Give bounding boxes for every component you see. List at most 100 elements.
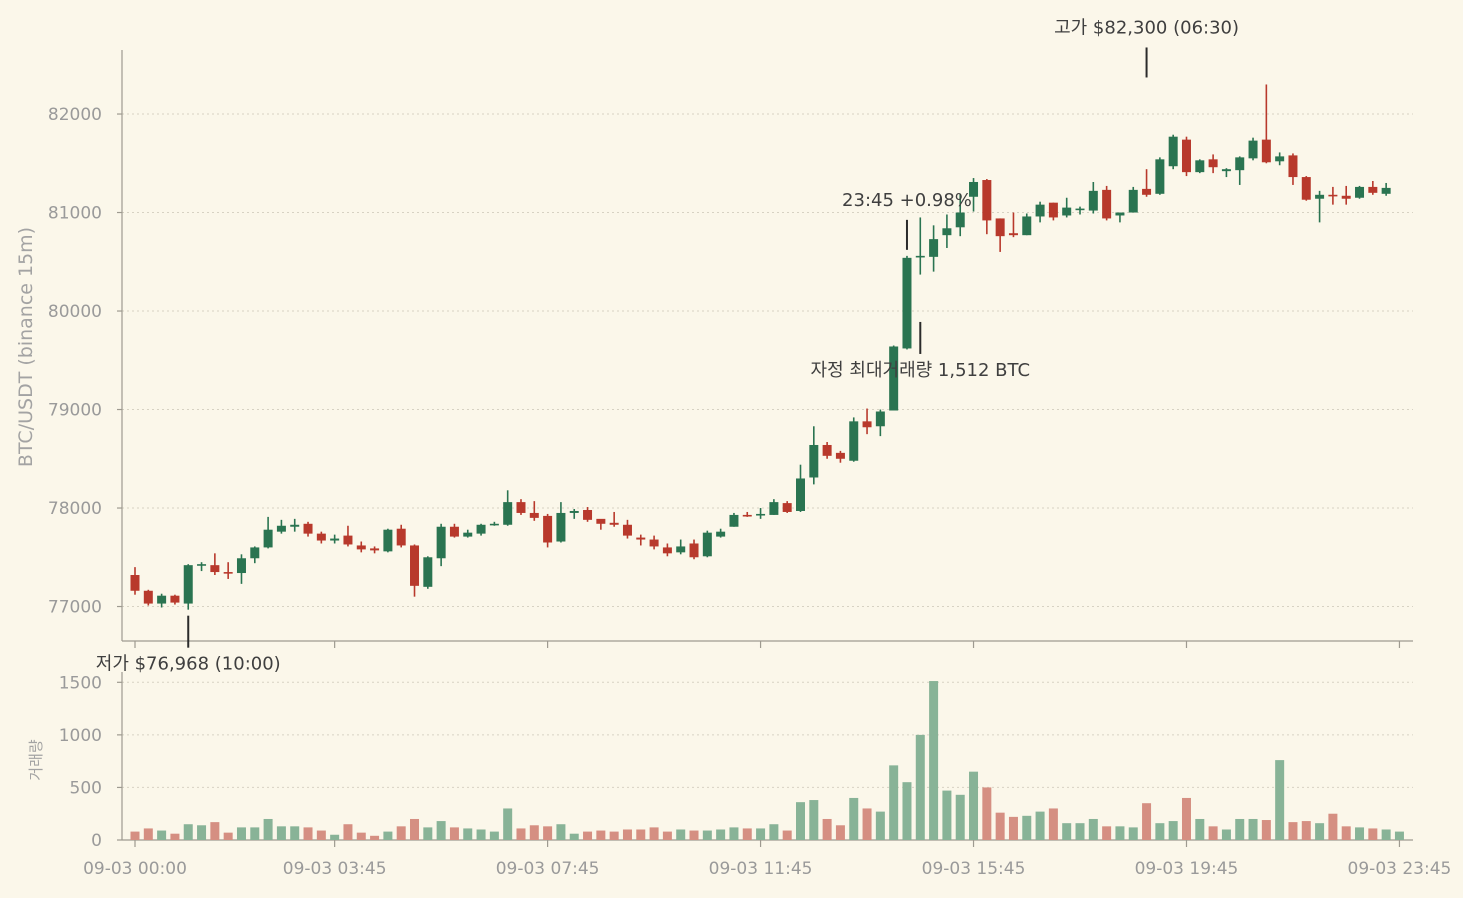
annotation: 23:45 +0.98% xyxy=(842,190,972,250)
candle xyxy=(330,534,340,544)
volume-bar xyxy=(529,825,539,840)
candle-body xyxy=(529,512,539,518)
candle xyxy=(436,523,446,567)
volume-bar xyxy=(662,831,672,840)
candle xyxy=(370,546,380,554)
candle xyxy=(303,521,313,537)
candle xyxy=(796,464,805,512)
volume-bar xyxy=(157,830,167,840)
candle xyxy=(1062,197,1072,218)
price-axis-label: BTC/USDT (binance 15m) xyxy=(15,227,37,467)
volume-bar xyxy=(236,827,246,840)
candle xyxy=(955,193,965,237)
volume-bar xyxy=(995,812,1005,840)
candle xyxy=(689,539,699,560)
candle xyxy=(1022,213,1032,236)
volume-bar xyxy=(729,827,739,840)
volume-bar xyxy=(543,826,553,840)
volume-bar xyxy=(183,824,193,840)
volume-bar xyxy=(1115,826,1125,840)
volume-bar xyxy=(1368,828,1378,840)
candle xyxy=(1288,153,1298,185)
candle xyxy=(676,539,686,555)
candle xyxy=(396,524,406,548)
candle-body xyxy=(1208,159,1218,168)
candle-body xyxy=(1062,207,1072,216)
volume-bar xyxy=(769,824,779,840)
volume-bar xyxy=(1248,818,1258,840)
annotation: 저가 $76,968 (10:00) xyxy=(96,615,281,675)
price-y-tick-label: 77000 xyxy=(48,598,102,618)
candle xyxy=(982,179,992,235)
volume-bar xyxy=(809,800,819,840)
candle xyxy=(1341,185,1351,205)
volume-bar xyxy=(383,831,393,840)
candle xyxy=(1181,136,1191,177)
volume-bar xyxy=(889,765,899,840)
price-y-tick-label: 80000 xyxy=(48,302,102,322)
volume-bar xyxy=(583,831,593,840)
volume-bar xyxy=(862,808,872,840)
candle xyxy=(622,519,632,539)
candle xyxy=(516,499,526,515)
candle xyxy=(263,516,273,549)
candle-body xyxy=(569,510,579,513)
volume-bar xyxy=(556,824,566,840)
candle xyxy=(197,562,207,572)
candle-body xyxy=(862,421,872,428)
candle xyxy=(835,450,845,463)
volume-bar xyxy=(1088,818,1098,840)
candle-body xyxy=(982,180,992,221)
candle-body xyxy=(702,532,712,557)
candle xyxy=(649,535,659,550)
volume-bar xyxy=(1168,821,1178,840)
candle-body xyxy=(1195,160,1205,173)
volume-bar xyxy=(756,828,766,840)
annotation-label: 자정 최대거래량 1,512 BTC xyxy=(811,360,1030,381)
volume-bar xyxy=(636,829,646,840)
candle-body xyxy=(343,535,353,545)
candle xyxy=(1381,182,1391,196)
candle xyxy=(1008,212,1018,238)
candle-body xyxy=(1288,155,1298,178)
candle xyxy=(463,529,473,538)
candle-body xyxy=(583,509,593,520)
candle-body xyxy=(263,529,273,548)
volume-bar xyxy=(263,818,273,840)
volume-bar xyxy=(1275,760,1285,840)
candle-body xyxy=(676,546,686,553)
candle-body xyxy=(969,181,979,197)
volume-bar xyxy=(463,828,473,840)
candle xyxy=(742,511,752,517)
candle xyxy=(236,554,246,584)
volume-bar xyxy=(516,828,526,840)
candle-body xyxy=(290,524,300,527)
candle xyxy=(609,511,619,527)
volume-bar xyxy=(1155,823,1165,840)
candle-body xyxy=(1155,159,1165,194)
volume-bar xyxy=(290,826,300,840)
volume-axis-label: 거래량 xyxy=(27,739,45,781)
volume-bar xyxy=(1394,831,1404,840)
candle xyxy=(822,442,832,459)
volume-bar xyxy=(942,790,952,840)
candle xyxy=(476,523,486,536)
candle-body xyxy=(1235,157,1245,171)
candle-body xyxy=(622,524,632,536)
candle-body xyxy=(489,523,499,526)
candle-body xyxy=(796,478,805,511)
candle xyxy=(170,594,180,605)
candle-body xyxy=(316,533,326,541)
candle-body xyxy=(210,565,220,573)
annotation-label: 23:45 +0.98% xyxy=(842,190,972,211)
volume-bar xyxy=(223,832,233,840)
candle-body xyxy=(543,515,553,543)
candle xyxy=(969,178,979,212)
volume-bar xyxy=(503,808,513,840)
x-tick-label: 09-03 23:45 xyxy=(1348,859,1452,879)
candle xyxy=(183,564,193,610)
candle xyxy=(1315,190,1325,223)
volume-bar xyxy=(197,825,207,840)
x-tick-label: 09-03 03:45 xyxy=(283,859,387,879)
candle-body xyxy=(516,502,526,513)
